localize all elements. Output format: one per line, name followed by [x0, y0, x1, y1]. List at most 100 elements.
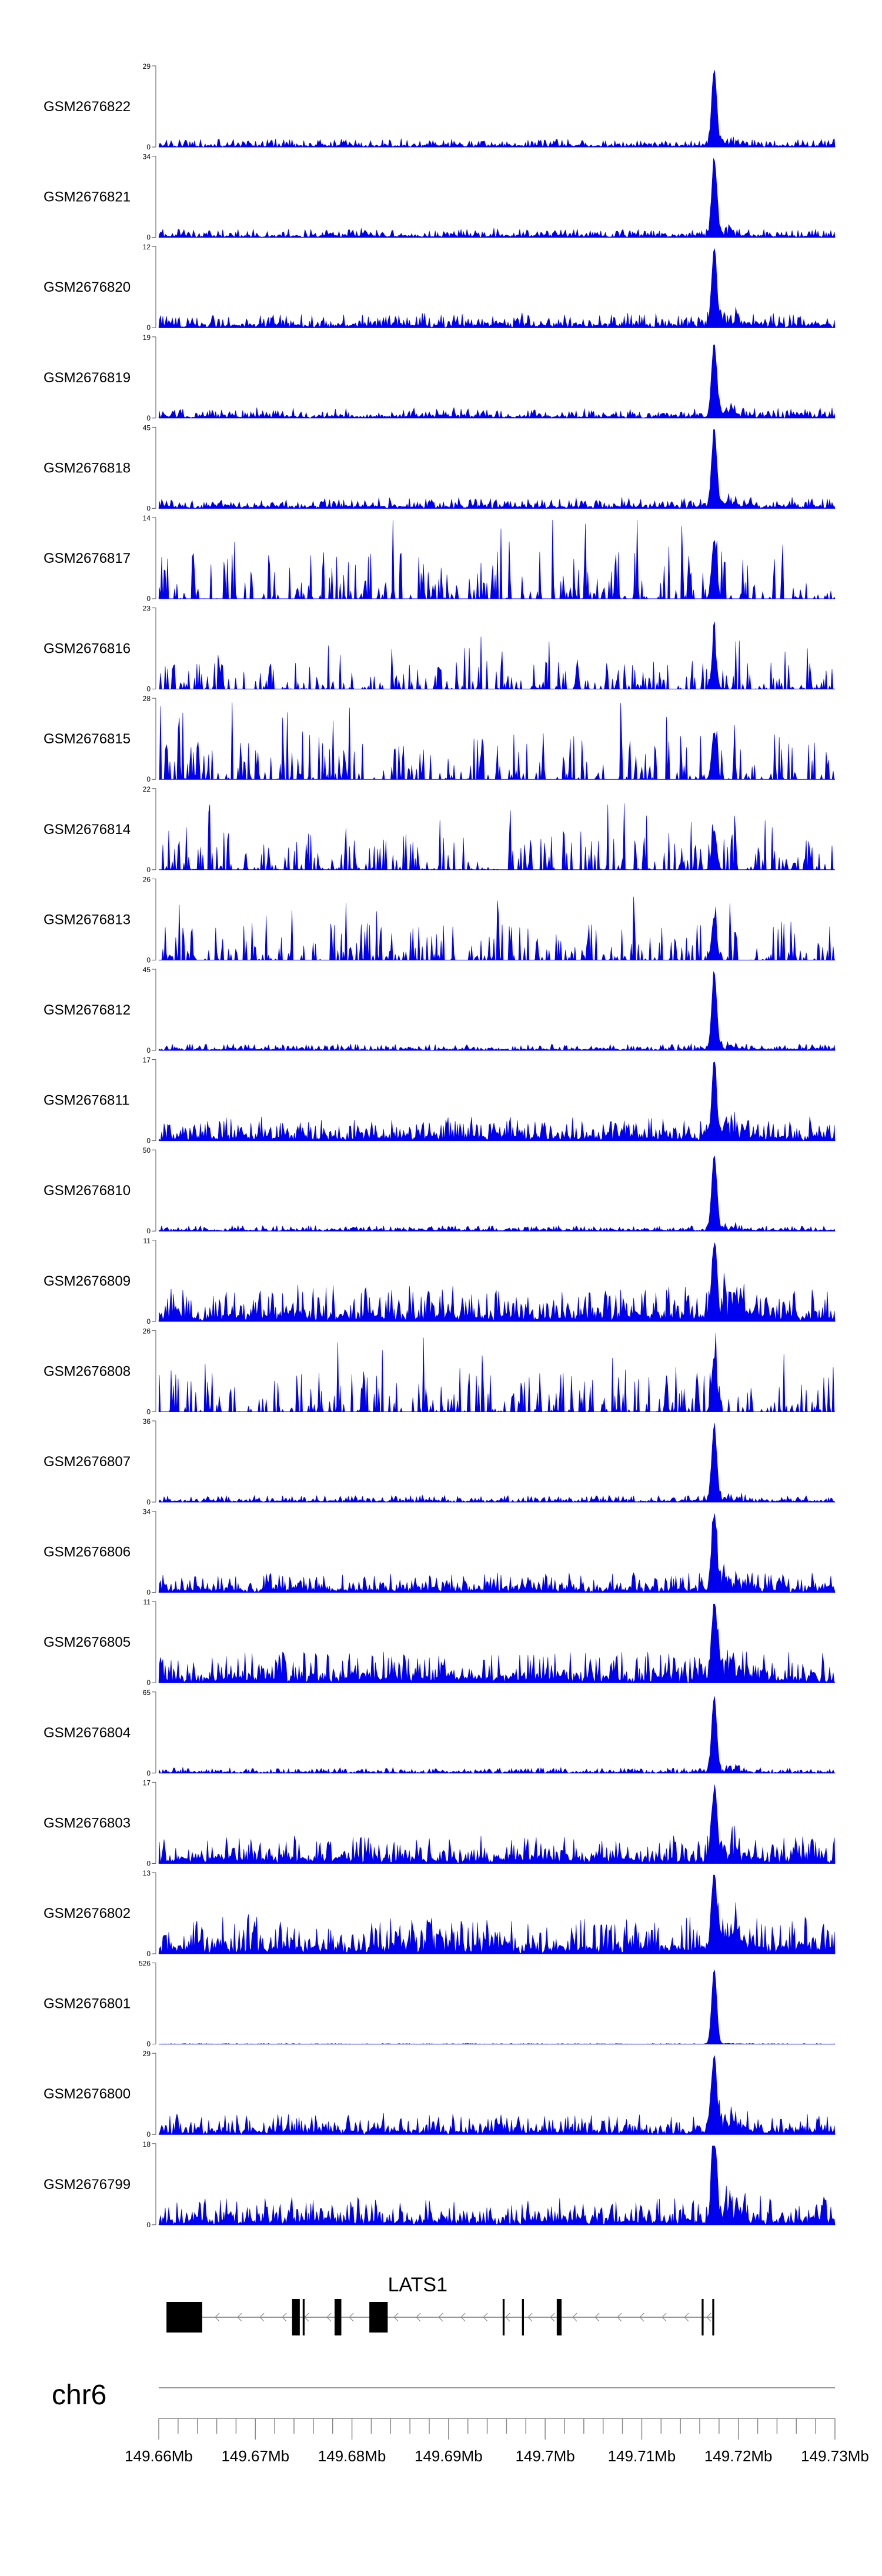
y-tick-label-max: 50 [143, 1146, 151, 1154]
signal-area [159, 622, 835, 690]
track-GSM2676808: GSM2676808 26 0 [44, 1327, 835, 1416]
y-tick-label-max: 65 [143, 1689, 151, 1697]
strand-arrow [483, 2313, 488, 2322]
strand-arrow [639, 2313, 644, 2322]
track-label: GSM2676804 [44, 1725, 131, 1741]
y-tick-label-min: 0 [146, 323, 151, 332]
exon [701, 2299, 704, 2335]
y-tick-label-min: 0 [146, 143, 151, 151]
y-tick-label-min: 0 [146, 1859, 151, 1867]
y-tick-label-min: 0 [146, 685, 151, 693]
track-GSM2676805: GSM2676805 11 0 [44, 1598, 836, 1687]
x-tick-label: 149.73Mb [801, 2447, 869, 2465]
y-tick-label-max: 12 [143, 243, 151, 251]
y-tick-label-min: 0 [146, 1679, 151, 1687]
y-tick-label-max: 11 [143, 1598, 151, 1606]
signal-area [158, 2145, 836, 2225]
track-label: GSM2676808 [44, 1363, 131, 1379]
x-tick-label: 149.69Mb [415, 2447, 483, 2465]
y-tick-label-min: 0 [146, 866, 151, 874]
y-tick-label-max: 19 [143, 333, 151, 342]
track-label: GSM2676818 [44, 460, 131, 476]
strand-arrow [259, 2313, 265, 2322]
signal-area [158, 519, 836, 600]
signal-area [158, 158, 836, 238]
signal-area [158, 1423, 836, 1503]
track-label: GSM2676807 [44, 1454, 131, 1470]
strand-arrow [237, 2313, 242, 2322]
track-GSM2676799: GSM2676799 18 0 [44, 2140, 836, 2229]
signal-area [158, 344, 836, 419]
y-tick-label-max: 17 [143, 1056, 151, 1065]
track-GSM2676817: GSM2676817 14 0 [44, 514, 836, 603]
strand-arrow [550, 2313, 555, 2322]
signal-area [158, 429, 836, 509]
signal-area [158, 1874, 836, 1954]
track-label: GSM2676800 [44, 2086, 131, 2102]
x-tick-label: 149.68Mb [318, 2447, 386, 2465]
signal-area [158, 1242, 836, 1322]
strand-arrow [393, 2313, 399, 2322]
y-tick-label-min: 0 [146, 1227, 151, 1235]
y-tick-label-min: 0 [146, 233, 151, 242]
y-tick-label-max: 18 [143, 2140, 151, 2148]
y-tick-label-min: 0 [146, 2040, 151, 2048]
track-GSM2676802: GSM2676802 13 0 [44, 1869, 836, 1958]
signal-area [158, 1156, 836, 1232]
track-label: GSM2676812 [44, 1002, 131, 1018]
track-GSM2676818: GSM2676818 45 0 [44, 423, 836, 512]
y-tick-label-max: 45 [143, 423, 151, 432]
signal-area [158, 248, 836, 329]
y-tick-label-max: 45 [143, 966, 151, 974]
signal-area [158, 2056, 836, 2135]
track-GSM2676813: GSM2676813 26 0 [44, 875, 836, 964]
chromosome-label: chr6 [52, 2380, 106, 2411]
strand-arrow [460, 2313, 466, 2322]
strand-arrow [527, 2313, 533, 2322]
y-tick-label-max: 29 [143, 62, 151, 71]
track-label: GSM2676801 [44, 1996, 131, 2012]
signal-area [158, 1062, 836, 1142]
y-tick-label-max: 11 [143, 1237, 151, 1245]
strand-arrow [438, 2313, 443, 2322]
track-label: GSM2676799 [44, 2177, 131, 2193]
strand-arrow [326, 2313, 332, 2322]
track-label: GSM2676805 [44, 1634, 131, 1650]
signal-tracks: GSM2676822290GSM2676821340GSM2676820120G… [44, 62, 836, 2229]
y-tick-label-max: 26 [143, 875, 151, 883]
signal-area [158, 70, 836, 148]
y-tick-label-max: 29 [143, 2050, 151, 2058]
y-tick-label-min: 0 [146, 2221, 151, 2229]
exon [335, 2299, 342, 2335]
strand-arrow [617, 2313, 622, 2322]
strand-arrow [594, 2313, 600, 2322]
track-label: GSM2676806 [44, 1544, 131, 1560]
y-tick-label-max: 28 [143, 695, 151, 703]
exon [166, 2302, 202, 2333]
track-GSM2676810: GSM2676810 50 0 [44, 1146, 836, 1235]
track-label: GSM2676816 [44, 641, 131, 657]
y-tick-label-min: 0 [146, 1589, 151, 1597]
gene-track: LATS1 [166, 2274, 714, 2335]
signal-area [159, 702, 835, 780]
track-label: GSM2676821 [44, 189, 131, 205]
strand-arrow [572, 2313, 577, 2322]
y-tick-label-min: 0 [146, 1407, 151, 1416]
track-label: GSM2676815 [44, 731, 131, 747]
strand-arrow [282, 2313, 287, 2322]
y-tick-label-max: 36 [143, 1417, 151, 1426]
signal-area [158, 1333, 835, 1413]
y-tick-label-min: 0 [146, 1317, 151, 1326]
strand-arrow [416, 2313, 421, 2322]
track-label: GSM2676811 [44, 1093, 129, 1109]
track-GSM2676822: GSM2676822 29 0 [44, 62, 836, 151]
exon [712, 2299, 714, 2335]
track-label: GSM2676803 [44, 1815, 131, 1831]
y-tick-label-max: 13 [143, 1869, 151, 1877]
y-tick-label-max: 34 [143, 153, 151, 161]
track-GSM2676803: GSM2676803 17 0 [44, 1778, 836, 1867]
signal-area [158, 1784, 836, 1864]
track-label: GSM2676822 [44, 99, 131, 115]
track-label: GSM2676809 [44, 1273, 131, 1289]
